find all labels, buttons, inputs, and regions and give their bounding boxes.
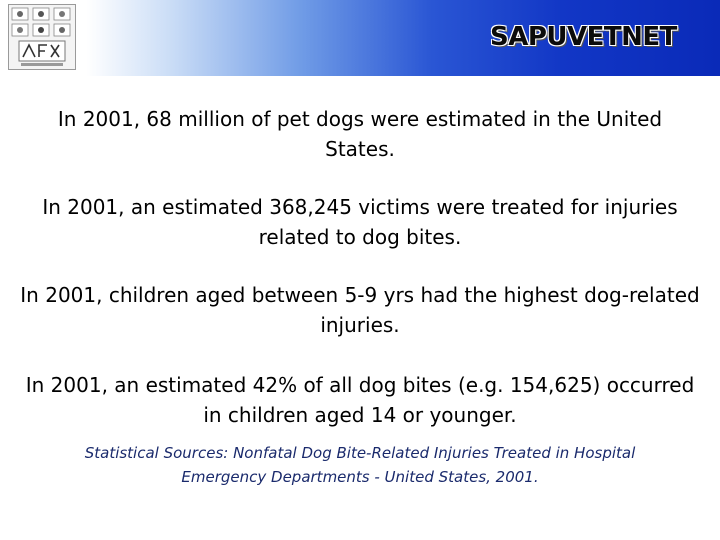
sapuvetnet-logo-icon bbox=[8, 4, 76, 70]
stat-children-14-younger: In 2001, an estimated 42% of all dog bit… bbox=[25, 373, 695, 427]
stat-bite-victims: In 2001, an estimated 368,245 victims we… bbox=[42, 195, 678, 249]
statistics-list: In 2001, 68 million of pet dogs were est… bbox=[20, 104, 700, 458]
stat-pet-dogs: In 2001, 68 million of pet dogs were est… bbox=[57, 107, 663, 161]
source-citation: Statistical Sources: Nonfatal Dog Bite-R… bbox=[84, 444, 636, 486]
header-band bbox=[0, 0, 720, 76]
brand-title: SAPUVETNET bbox=[490, 22, 677, 52]
stat-children-5-9: In 2001, children aged between 5-9 yrs h… bbox=[20, 283, 700, 337]
